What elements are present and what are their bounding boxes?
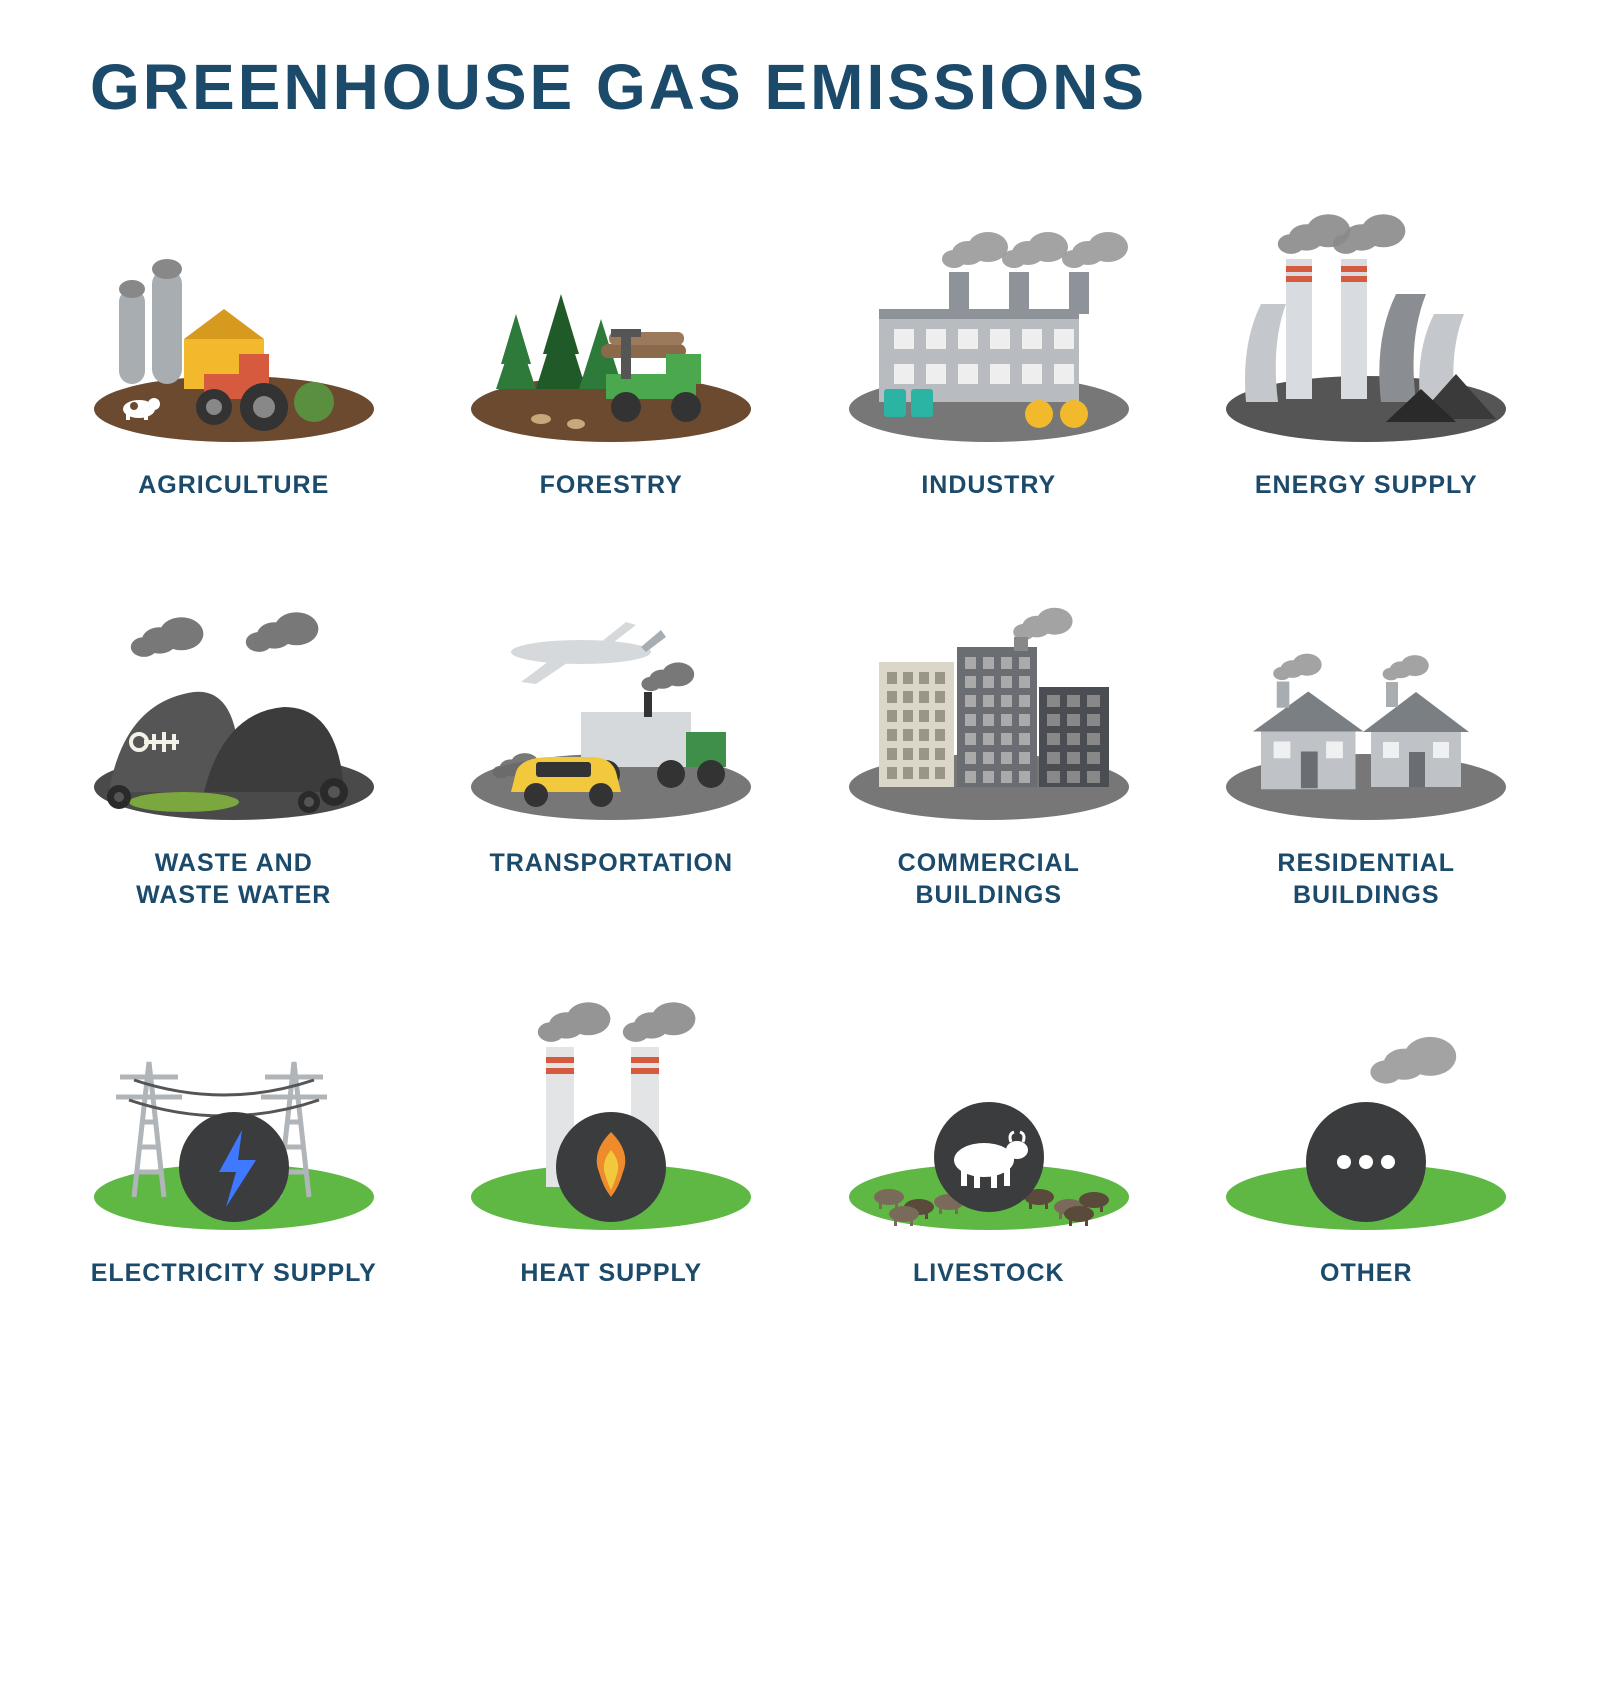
cell-transportation: TRANSPORTATION xyxy=(438,592,786,912)
industry-icon xyxy=(839,214,1139,444)
cell-forestry: FORESTRY xyxy=(438,214,786,502)
waste-label: WASTE AND WASTE WATER xyxy=(136,847,331,912)
agriculture-icon xyxy=(84,214,384,444)
residential-label: RESIDENTIAL BUILDINGS xyxy=(1277,847,1455,912)
commercial-icon xyxy=(839,592,1139,822)
title: GREENHOUSE GAS EMISSIONS xyxy=(90,50,1540,124)
cell-waste: WASTE AND WASTE WATER xyxy=(60,592,408,912)
forestry-label: FORESTRY xyxy=(540,469,683,502)
agriculture-label: AGRICULTURE xyxy=(138,469,329,502)
electricity-icon xyxy=(84,1002,384,1232)
other-label: OTHER xyxy=(1320,1257,1413,1290)
commercial-label: COMMERCIAL BUILDINGS xyxy=(898,847,1080,912)
other-icon xyxy=(1216,1002,1516,1232)
heat-label: HEAT SUPPLY xyxy=(520,1257,702,1290)
infographic: GREENHOUSE GAS EMISSIONS AGRICULTURE xyxy=(0,0,1600,1339)
cell-residential: RESIDENTIAL BUILDINGS xyxy=(1193,592,1541,912)
energy-icon xyxy=(1216,214,1516,444)
waste-icon xyxy=(84,592,384,822)
livestock-icon xyxy=(839,1002,1139,1232)
energy-label: ENERGY SUPPLY xyxy=(1255,469,1478,502)
livestock-label: LIVESTOCK xyxy=(913,1257,1065,1290)
cell-commercial: COMMERCIAL BUILDINGS xyxy=(815,592,1163,912)
transportation-icon xyxy=(461,592,761,822)
cell-energy: ENERGY SUPPLY xyxy=(1193,214,1541,502)
heat-icon xyxy=(461,1002,761,1232)
cell-electricity: ELECTRICITY SUPPLY xyxy=(60,1002,408,1290)
residential-icon xyxy=(1216,592,1516,822)
cell-other: OTHER xyxy=(1193,1002,1541,1290)
cell-industry: INDUSTRY xyxy=(815,214,1163,502)
forestry-icon xyxy=(461,214,761,444)
cell-agriculture: AGRICULTURE xyxy=(60,214,408,502)
icon-grid: AGRICULTURE FORESTRY xyxy=(60,214,1540,1289)
transportation-label: TRANSPORTATION xyxy=(489,847,733,880)
cell-livestock: LIVESTOCK xyxy=(815,1002,1163,1290)
cell-heat: HEAT SUPPLY xyxy=(438,1002,786,1290)
industry-label: INDUSTRY xyxy=(921,469,1056,502)
electricity-label: ELECTRICITY SUPPLY xyxy=(91,1257,377,1290)
